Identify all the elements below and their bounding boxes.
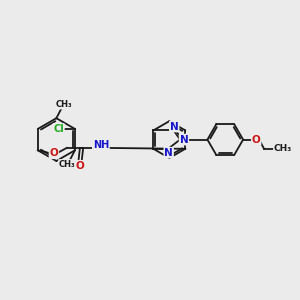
Text: N: N — [180, 135, 188, 145]
Text: N: N — [170, 122, 178, 131]
Text: O: O — [252, 135, 260, 145]
Text: O: O — [50, 148, 58, 158]
Text: N: N — [164, 148, 173, 158]
Text: CH₃: CH₃ — [274, 144, 292, 153]
Text: CH₃: CH₃ — [56, 100, 72, 109]
Text: O: O — [76, 161, 84, 171]
Text: NH: NH — [93, 140, 109, 150]
Text: Cl: Cl — [53, 124, 64, 134]
Text: CH₃: CH₃ — [59, 160, 76, 169]
